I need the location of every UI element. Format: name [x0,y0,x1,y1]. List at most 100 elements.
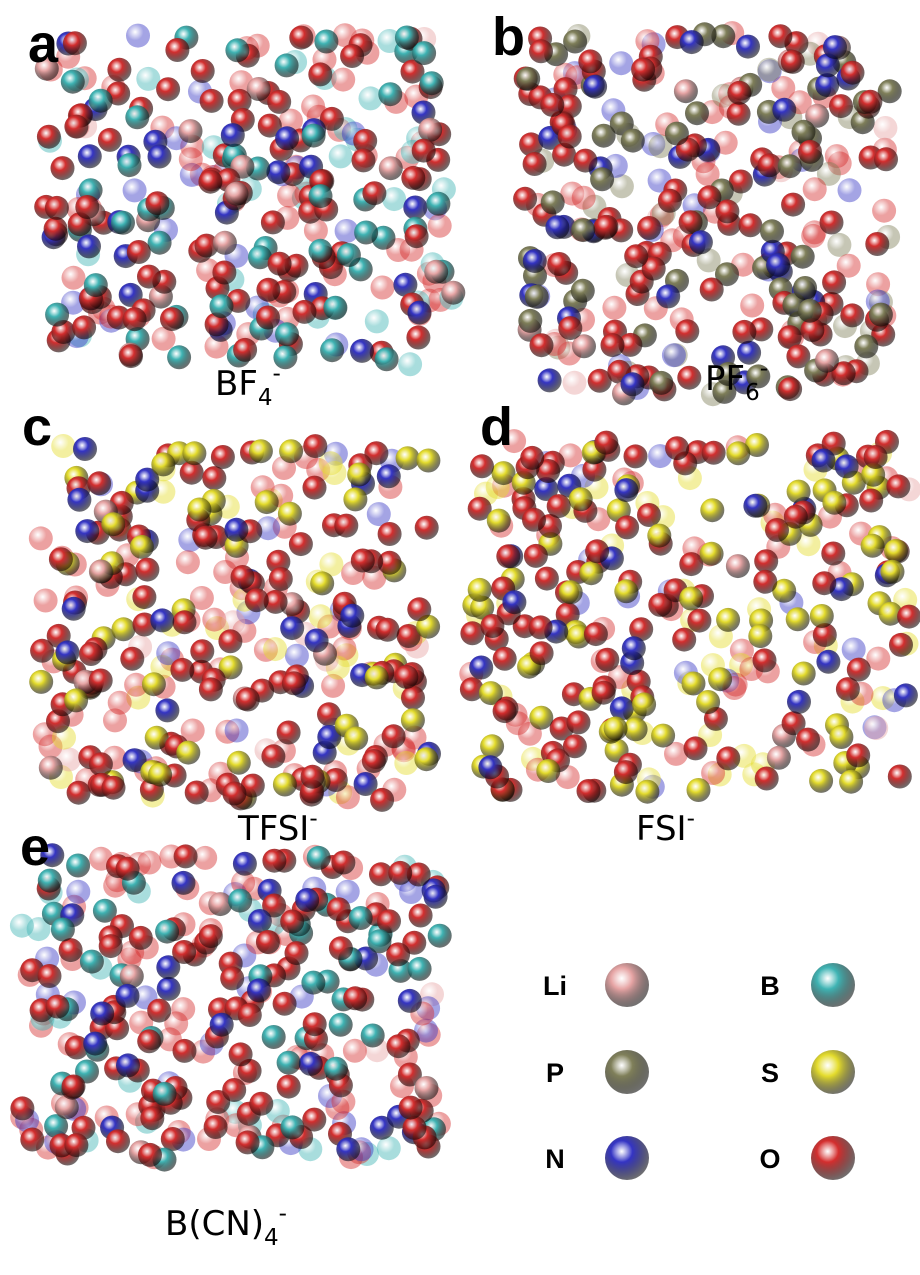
atom [145,191,169,215]
atom [592,681,616,705]
atom [541,190,565,214]
atom [614,478,638,502]
atom [496,544,520,568]
atom [784,505,808,529]
panel-letter: c [22,397,52,457]
atom [303,434,327,458]
atom [301,971,325,995]
atom [336,1137,360,1161]
atom [689,230,713,254]
atom [176,550,200,574]
atom [696,690,720,714]
atom [649,371,673,395]
atom [126,24,150,48]
atom [886,474,910,498]
atom [579,561,603,585]
atom [792,662,816,686]
atom [621,129,645,153]
atom [37,125,61,149]
atom [182,441,206,465]
atom [662,343,686,367]
atom [409,904,433,928]
atom [137,265,161,289]
atom [161,1127,185,1151]
atom [273,992,297,1016]
atom [665,436,689,460]
caption-sup: - [273,361,281,387]
atom [375,347,399,371]
atom [470,454,494,478]
atom [614,760,638,784]
atom [894,683,918,707]
atom [487,509,511,533]
atom [59,938,83,962]
atom [812,571,836,595]
atom [157,977,181,1001]
atom [79,642,103,666]
atom [210,294,234,318]
atom [303,476,327,500]
atom [615,515,639,539]
atom [889,633,913,657]
atom [211,445,235,469]
atom [277,1051,301,1075]
atom [87,471,111,495]
atom [672,628,696,652]
atom [308,62,332,86]
atom [153,1082,177,1106]
atom [125,105,149,129]
atom [847,658,871,682]
atom [49,547,73,571]
atom [299,1052,323,1076]
atom [753,648,777,672]
atom [112,617,136,641]
atom [222,782,246,806]
atom [738,213,762,237]
atom [138,1143,162,1167]
atom [766,253,790,277]
atom [426,192,450,216]
atom [815,349,839,373]
atom [285,941,309,965]
atom [210,1013,234,1037]
atom [218,629,242,653]
atom [111,211,135,235]
atom [66,880,90,904]
atom [231,565,255,589]
atom [261,744,285,768]
atom [757,58,781,82]
atom [29,670,53,694]
atom [420,71,444,95]
atom [754,549,778,573]
figure: aBF4-bPF6-cTFSI-dFSI-eB(CN)4-LiBPSNO [0,0,920,1275]
atom [859,489,883,513]
atom [872,199,896,223]
legend-symbol: N [545,1144,565,1174]
atom [129,926,153,950]
atom [403,196,427,220]
atom [340,44,364,68]
atom [185,781,209,805]
atom [365,665,389,689]
atom [791,245,815,269]
atom [329,1013,353,1037]
atom [573,149,597,173]
atom [34,589,58,613]
atom [282,671,306,695]
panel-letter: a [28,14,59,74]
atom [245,588,269,612]
atom [228,889,252,913]
atom [236,688,260,712]
page: {"panels": [ {"letter": "a", "caption": … [0,0,920,1275]
atom [190,639,214,663]
atom [262,849,286,873]
atom [305,629,329,653]
atom [727,81,751,105]
atom [354,221,378,245]
atom [594,431,618,455]
atom [428,214,452,238]
panel-letter: d [480,397,513,457]
atom [702,441,726,465]
atom [256,278,280,302]
atom [388,861,412,885]
